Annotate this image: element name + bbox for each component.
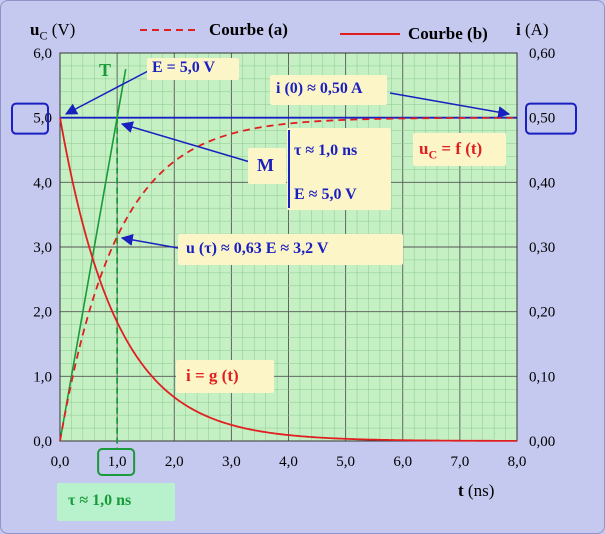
x-tick-label: 3,0 [222, 454, 241, 470]
ig-label: i = g (t) [186, 366, 239, 385]
arrow-e [64, 69, 151, 115]
x-tick-label: 1,0 [108, 454, 127, 470]
tangent-line [59, 69, 127, 442]
x-highlight-box [97, 448, 136, 476]
y-left-tick-label: 5,0 [33, 111, 52, 127]
tau-bottom-box [57, 483, 175, 521]
y-right-tick-label: 0,10 [529, 369, 555, 385]
uc-label-box [413, 133, 506, 166]
x-tick-label: 2,0 [165, 454, 184, 470]
m-detail-box [287, 128, 391, 210]
ig-label-box [176, 360, 274, 393]
y-left-highlight-box [11, 102, 49, 135]
series-a-line [59, 116, 517, 442]
x-tick-label: 7,0 [451, 454, 470, 470]
x-tick-label: 8,0 [508, 454, 527, 470]
m-label: M [257, 155, 274, 175]
x-tick-label: 0,0 [51, 454, 70, 470]
y-left-tick-label: 0,0 [33, 434, 52, 450]
plot-border [59, 52, 518, 442]
x-tick-label: 6,0 [393, 454, 412, 470]
m-label-box [248, 148, 286, 184]
y-left-tick-label: 2,0 [33, 305, 52, 321]
y-left-tick-label: 6,0 [33, 46, 52, 62]
y-right-tick-label: 0,00 [529, 434, 555, 450]
series-b-line [59, 117, 517, 442]
y-right-tick-label: 0,60 [529, 46, 555, 62]
y-right-axis-title: i (A) [516, 20, 549, 39]
legend-label-a: Courbe (a) [209, 20, 288, 39]
u-tau-label-box [178, 234, 403, 265]
y-left-tick-label: 4,0 [33, 175, 52, 191]
x-tick-label: 5,0 [336, 454, 355, 470]
arrow-i0 [389, 92, 511, 119]
i0-label-box [270, 75, 387, 105]
x-axis-title: t (ns) [458, 481, 495, 500]
u-tau-label: u (τ) ≈ 0,63 E ≈ 3,2 V [186, 240, 329, 257]
e-value-line: E ≈ 5,0 V [294, 186, 357, 203]
y-right-tick-label: 0,50 [529, 111, 555, 127]
tau-value-line: τ ≈ 1,0 ns [294, 142, 358, 159]
x-tick-label: 4,0 [279, 454, 298, 470]
y-right-tick-label: 0,20 [529, 305, 555, 321]
tangent-label: T [99, 60, 112, 80]
i0-label: i (0) ≈ 0,50 A [276, 80, 363, 97]
y-left-axis-title: uC (V) [30, 20, 76, 43]
e-label: E = 5,0 V [152, 59, 216, 76]
y-right-tick-label: 0,40 [529, 175, 555, 191]
y-left-tick-label: 1,0 [33, 369, 52, 385]
m-detail-bar [288, 130, 290, 208]
y-right-tick-label: 0,30 [529, 240, 555, 256]
e-label-box [147, 58, 239, 80]
tau-bottom-label: τ ≈ 1,0 ns [68, 492, 132, 509]
y-left-tick-label: 3,0 [33, 240, 52, 256]
arrow-m [120, 121, 251, 163]
y-right-highlight-box [525, 102, 577, 135]
arrow-u-tau [120, 233, 179, 249]
legend-label-b: Courbe (b) [408, 24, 488, 43]
uc-label: uC = f (t) [419, 139, 483, 162]
